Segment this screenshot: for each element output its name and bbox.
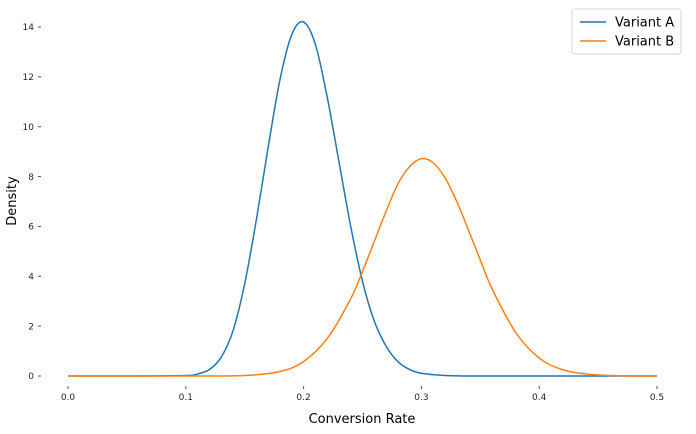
x-tick-label: 0.3 — [414, 393, 428, 403]
legend-label-variant-b: Variant B — [615, 35, 674, 50]
y-tick-label: 6 — [28, 223, 34, 233]
y-tick-label: 8 — [28, 173, 34, 183]
x-axis-ticks: 0.0 0.1 0.2 0.3 0.4 0.5 — [61, 386, 664, 403]
y-tick-label: 0 — [28, 372, 34, 382]
legend-label-variant-a: Variant A — [615, 16, 674, 31]
legend-box — [571, 8, 682, 55]
series-line-variant-b — [68, 157, 657, 377]
x-axis-label: Conversion Rate — [309, 412, 416, 427]
y-tick-label: 4 — [28, 272, 34, 282]
x-tick-label: 0.0 — [61, 393, 76, 403]
y-axis-label: Density — [5, 176, 20, 226]
x-tick-label: 0.4 — [532, 393, 547, 403]
y-tick-label: 12 — [23, 73, 34, 83]
y-axis-ticks: 0 2 4 6 8 10 12 14 — [23, 23, 41, 382]
series-lines — [68, 20, 657, 377]
series-line-variant-a — [68, 20, 657, 377]
x-tick-label: 0.2 — [296, 393, 310, 403]
x-tick-label: 0.5 — [650, 393, 664, 403]
y-tick-label: 10 — [23, 123, 35, 133]
x-tick-label: 0.1 — [179, 393, 193, 403]
legend: Variant A Variant B — [571, 8, 682, 55]
y-tick-label: 14 — [23, 23, 35, 33]
y-tick-label: 2 — [28, 322, 34, 332]
